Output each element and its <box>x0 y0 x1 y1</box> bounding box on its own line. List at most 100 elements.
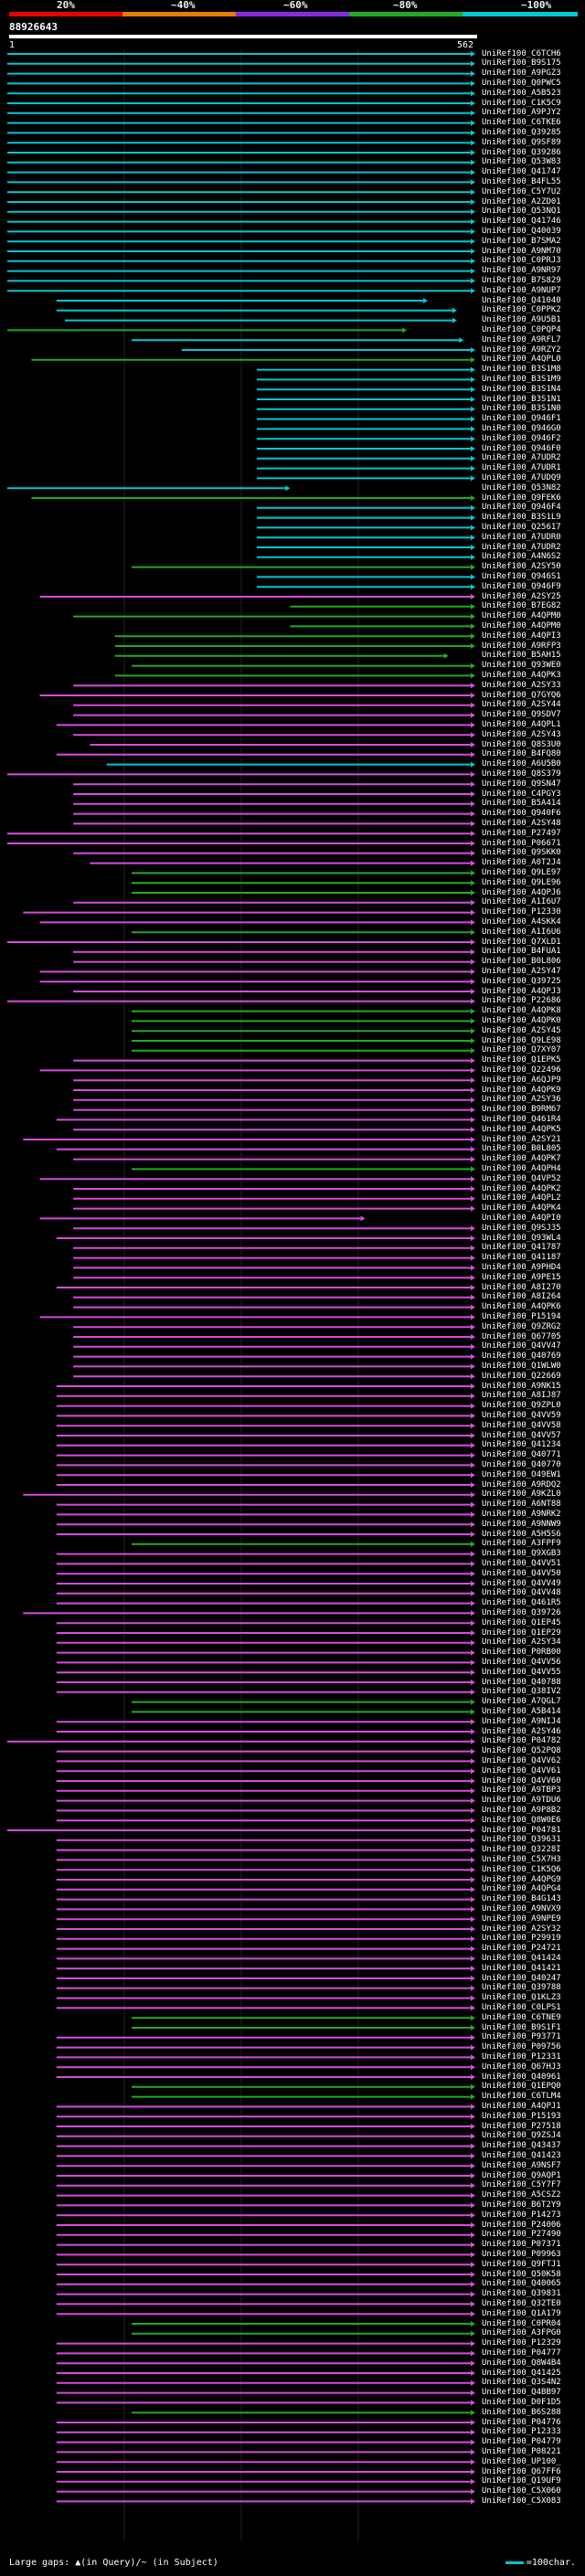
hit-id-link[interactable]: UniRef100_A9NIJ4 <box>482 1716 561 1726</box>
hit-id-link[interactable]: UniRef100_A5H5S6 <box>482 1529 561 1539</box>
hit-id-link[interactable]: UniRef100_A8IJ87 <box>482 1391 561 1401</box>
hit-id-link[interactable]: UniRef100_A4SKK4 <box>482 917 561 927</box>
hit-id-link[interactable]: UniRef100_Q8S379 <box>482 769 561 779</box>
hit-id-link[interactable]: UniRef100_A2SY45 <box>482 1025 561 1035</box>
hit-id-link[interactable]: UniRef100_C6TLM4 <box>482 2092 561 2102</box>
hit-id-link[interactable]: UniRef100_A4QPJ3 <box>482 986 561 996</box>
hit-id-link[interactable]: UniRef100_A9RZY2 <box>482 345 561 355</box>
hit-id-link[interactable]: UniRef100_A9RDQ2 <box>482 1479 561 1489</box>
hit-id-link[interactable]: UniRef100_A4QPL1 <box>482 719 561 729</box>
hit-id-link[interactable]: UniRef100_Q8W0E6 <box>482 1815 561 1825</box>
hit-id-link[interactable]: UniRef100_Q9FTJ1 <box>482 2259 561 2269</box>
hit-id-link[interactable]: UniRef100_A7UDQ9 <box>482 472 561 482</box>
hit-id-link[interactable]: UniRef100_Q41747 <box>482 167 561 177</box>
hit-id-link[interactable]: UniRef100_A9TBP3 <box>482 1786 561 1796</box>
hit-id-link[interactable]: UniRef100_B4FL55 <box>482 176 561 186</box>
hit-id-link[interactable]: UniRef100_A1I6U6 <box>482 927 561 937</box>
hit-id-link[interactable]: UniRef100_B7EG82 <box>482 601 561 611</box>
hit-id-link[interactable]: UniRef100_Q39725 <box>482 976 561 986</box>
hit-id-link[interactable]: UniRef100_Q9AQP1 <box>482 2170 561 2180</box>
hit-id-link[interactable]: UniRef100_Q4VP52 <box>482 1173 561 1183</box>
hit-id-link[interactable]: UniRef100_Q40770 <box>482 1459 561 1469</box>
hit-id-link[interactable]: UniRef100_Q4VV60 <box>482 1776 561 1786</box>
hit-id-link[interactable]: UniRef100_A2SY33 <box>482 680 561 690</box>
hit-id-link[interactable]: UniRef100_Q7GYQ6 <box>482 690 561 700</box>
hit-id-link[interactable]: UniRef100_B3S1L9 <box>482 513 561 523</box>
hit-id-link[interactable]: UniRef100_B4FQ80 <box>482 749 561 759</box>
hit-id-link[interactable]: UniRef100_Q946G0 <box>482 423 561 433</box>
hit-id-link[interactable]: UniRef100_C5X083 <box>482 2496 561 2506</box>
hit-id-link[interactable]: UniRef100_Q1EPK5 <box>482 1055 561 1065</box>
hit-id-link[interactable]: UniRef100_A4QPG4 <box>482 1884 561 1894</box>
hit-id-link[interactable]: UniRef100_B9S175 <box>482 58 561 69</box>
hit-id-link[interactable]: UniRef100_C5X7H3 <box>482 1854 561 1864</box>
hit-id-link[interactable]: UniRef100_A9NUP7 <box>482 285 561 295</box>
hit-id-link[interactable]: UniRef100_A4QPK6 <box>482 1302 561 1312</box>
hit-id-link[interactable]: UniRef100_Q41423 <box>482 2150 561 2160</box>
hit-id-link[interactable]: UniRef100_A9U5B1 <box>482 315 561 325</box>
hit-id-link[interactable]: UniRef100_C5X060 <box>482 2486 561 2496</box>
hit-id-link[interactable]: UniRef100_A4QPM0 <box>482 620 561 631</box>
hit-id-link[interactable]: UniRef100_P29919 <box>482 1934 561 1944</box>
hit-id-link[interactable]: UniRef100_Q67HJ3 <box>482 2062 561 2072</box>
hit-id-link[interactable]: UniRef100_A2SY47 <box>482 966 561 976</box>
hit-id-link[interactable]: UniRef100_B6T2Y9 <box>482 2200 561 2210</box>
hit-id-link[interactable]: UniRef100_A4QPK2 <box>482 1183 561 1193</box>
hit-id-link[interactable]: UniRef100_Q9ZSJ4 <box>482 2131 561 2141</box>
hit-id-link[interactable]: UniRef100_Q9SJ35 <box>482 1223 561 1233</box>
hit-id-link[interactable]: UniRef100_Q53NQ1 <box>482 207 561 217</box>
hit-id-link[interactable]: UniRef100_Q4VV56 <box>482 1657 561 1667</box>
hit-id-link[interactable]: UniRef100_Q7XLD1 <box>482 937 561 947</box>
hit-id-link[interactable]: UniRef100_B0L806 <box>482 957 561 967</box>
hit-id-link[interactable]: UniRef100_A6NT88 <box>482 1500 561 1510</box>
hit-id-link[interactable]: UniRef100_Q9SF89 <box>482 137 561 147</box>
hit-id-link[interactable]: UniRef100_B4G143 <box>482 1894 561 1904</box>
hit-id-link[interactable]: UniRef100_P06671 <box>482 838 561 848</box>
hit-id-link[interactable]: UniRef100_A9RFP3 <box>482 641 561 651</box>
hit-id-link[interactable]: UniRef100_Q41787 <box>482 1243 561 1253</box>
hit-id-link[interactable]: UniRef100_Q8W4B4 <box>482 2358 561 2368</box>
hit-id-link[interactable]: UniRef100_A8I270 <box>482 1282 561 1292</box>
hit-id-link[interactable]: UniRef100_Q461R5 <box>482 1598 561 1608</box>
hit-id-link[interactable]: UniRef100_Q41425 <box>482 2368 561 2378</box>
hit-id-link[interactable]: UniRef100_Q22669 <box>482 1371 561 1381</box>
hit-id-link[interactable]: UniRef100_C6TNE9 <box>482 2012 561 2022</box>
hit-id-link[interactable]: UniRef100_Q9ZRG2 <box>482 1321 561 1331</box>
hit-id-link[interactable]: UniRef100_P27497 <box>482 828 561 838</box>
hit-id-link[interactable]: UniRef100_A9RFL7 <box>482 334 561 345</box>
hit-id-link[interactable]: UniRef100_Q946F2 <box>482 433 561 443</box>
hit-id-link[interactable]: UniRef100_A4QPG9 <box>482 1874 561 1884</box>
hit-id-link[interactable]: UniRef100_Q4VV61 <box>482 1765 561 1776</box>
hit-id-link[interactable]: UniRef100_A9P8B2 <box>482 1805 561 1815</box>
hit-id-link[interactable]: UniRef100_UP100_ <box>482 2456 561 2466</box>
hit-id-link[interactable]: UniRef100_B3S1M8 <box>482 365 561 375</box>
hit-id-link[interactable]: UniRef100_Q41234 <box>482 1440 561 1450</box>
hit-id-link[interactable]: UniRef100_B6S288 <box>482 2407 561 2417</box>
hit-id-link[interactable]: UniRef100_Q4BB97 <box>482 2388 561 2398</box>
hit-id-link[interactable]: UniRef100_Q40065 <box>482 2279 561 2289</box>
hit-id-link[interactable]: UniRef100_P04779 <box>482 2437 561 2447</box>
hit-id-link[interactable]: UniRef100_Q4VV55 <box>482 1667 561 1677</box>
hit-id-link[interactable]: UniRef100_Q67FF6 <box>482 2466 561 2476</box>
hit-id-link[interactable]: UniRef100_B3S1M9 <box>482 374 561 384</box>
hit-id-link[interactable]: UniRef100_A3FPF9 <box>482 1539 561 1549</box>
hit-id-link[interactable]: UniRef100_A2SY48 <box>482 818 561 828</box>
hit-id-link[interactable]: UniRef100_P04781 <box>482 1825 561 1835</box>
hit-id-link[interactable]: UniRef100_P24721 <box>482 1944 561 1954</box>
hit-id-link[interactable]: UniRef100_Q9FEK6 <box>482 493 561 503</box>
hit-id-link[interactable]: UniRef100_Q4VV59 <box>482 1410 561 1420</box>
hit-id-link[interactable]: UniRef100_Q9ZPL0 <box>482 1401 561 1411</box>
hit-id-link[interactable]: UniRef100_Q38IV2 <box>482 1687 561 1697</box>
hit-id-link[interactable]: UniRef100_Q9SKK0 <box>482 848 561 858</box>
hit-id-link[interactable]: UniRef100_Q41187 <box>482 1253 561 1263</box>
hit-id-link[interactable]: UniRef100_A4QPK3 <box>482 670 561 680</box>
hit-id-link[interactable]: UniRef100_Q41424 <box>482 1953 561 1963</box>
hit-id-link[interactable]: UniRef100_C0PRJ3 <box>482 256 561 266</box>
hit-id-link[interactable]: UniRef100_P12331 <box>482 2051 561 2062</box>
hit-id-link[interactable]: UniRef100_P12329 <box>482 2338 561 2348</box>
hit-id-link[interactable]: UniRef100_P12333 <box>482 2427 561 2437</box>
hit-id-link[interactable]: UniRef100_Q39286 <box>482 147 561 157</box>
hit-id-link[interactable]: UniRef100_Q41040 <box>482 295 561 305</box>
hit-id-link[interactable]: UniRef100_A9PE15 <box>482 1272 561 1282</box>
hit-id-link[interactable]: UniRef100_Q19UF9 <box>482 2476 561 2486</box>
